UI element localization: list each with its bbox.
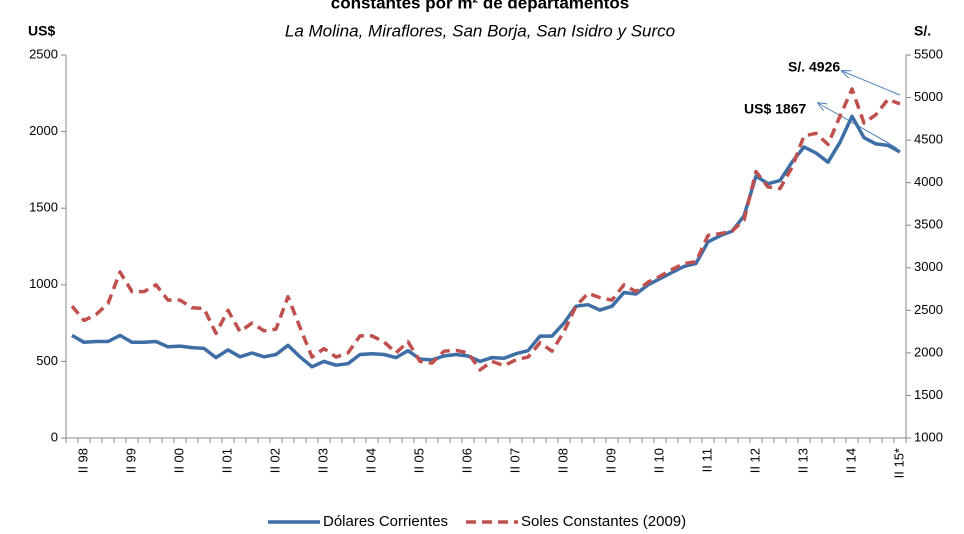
x-tick-label: II 05 <box>411 448 426 473</box>
x-tick-label: II 11 <box>699 448 714 472</box>
x-tick-label: II 98 <box>75 448 90 473</box>
x-tick-label: II 10 <box>651 448 666 473</box>
x-tick-label: II 01 <box>219 448 234 473</box>
x-tick-label: II 09 <box>603 448 618 473</box>
x-tick-label: II 04 <box>363 448 378 473</box>
chart-title: constantes por m² de departamentos <box>331 0 630 12</box>
y-axis-label: US$ <box>28 23 55 39</box>
y2-tick-label: 2000 <box>914 344 943 359</box>
series-line <box>70 87 901 372</box>
annotation-arrow <box>842 71 901 96</box>
y2-tick-label: 3500 <box>914 217 943 232</box>
annotation: US$ 1867 <box>744 101 806 117</box>
x-tick-label: II 08 <box>555 448 570 473</box>
series-line <box>71 114 901 369</box>
y2-tick-label: 1500 <box>914 387 943 402</box>
y-tick-label: 2500 <box>29 46 58 61</box>
y-tick-label: 1000 <box>29 276 58 291</box>
y2-tick-label: 2500 <box>914 302 943 317</box>
y2-tick-label: 4500 <box>914 132 943 147</box>
x-tick-label: II 13 <box>795 448 810 473</box>
y2-axis-label: S/. <box>914 23 931 39</box>
y2-tick-label: 4000 <box>914 174 943 189</box>
legend-label: Soles Constantes (2009) <box>521 513 686 530</box>
y-tick-label: 1500 <box>29 200 58 215</box>
y-tick-label: 0 <box>51 429 58 444</box>
y2-tick-label: 5500 <box>914 46 943 61</box>
x-tick-label: II 03 <box>315 448 330 473</box>
y2-tick-label: 5000 <box>914 89 943 104</box>
x-tick-label: II 07 <box>507 448 522 473</box>
y-tick-label: 500 <box>36 353 58 368</box>
annotation: S/. 4926 <box>788 59 840 75</box>
x-tick-label: II 06 <box>459 448 474 473</box>
x-tick-label: II 14 <box>843 448 858 473</box>
chart-subtitle: La Molina, Miraflores, San Borja, San Is… <box>285 21 675 40</box>
x-tick-label: II 02 <box>267 448 282 473</box>
x-tick-label: II 99 <box>123 448 138 473</box>
y2-tick-label: 1000 <box>914 429 943 444</box>
y2-tick-label: 3000 <box>914 259 943 274</box>
x-tick-label: II 12 <box>747 448 762 473</box>
legend-label: Dólares Corrientes <box>323 513 448 530</box>
x-tick-label: II 15* <box>891 448 906 478</box>
y-tick-label: 2000 <box>29 123 58 138</box>
x-tick-label: II 00 <box>171 448 186 473</box>
